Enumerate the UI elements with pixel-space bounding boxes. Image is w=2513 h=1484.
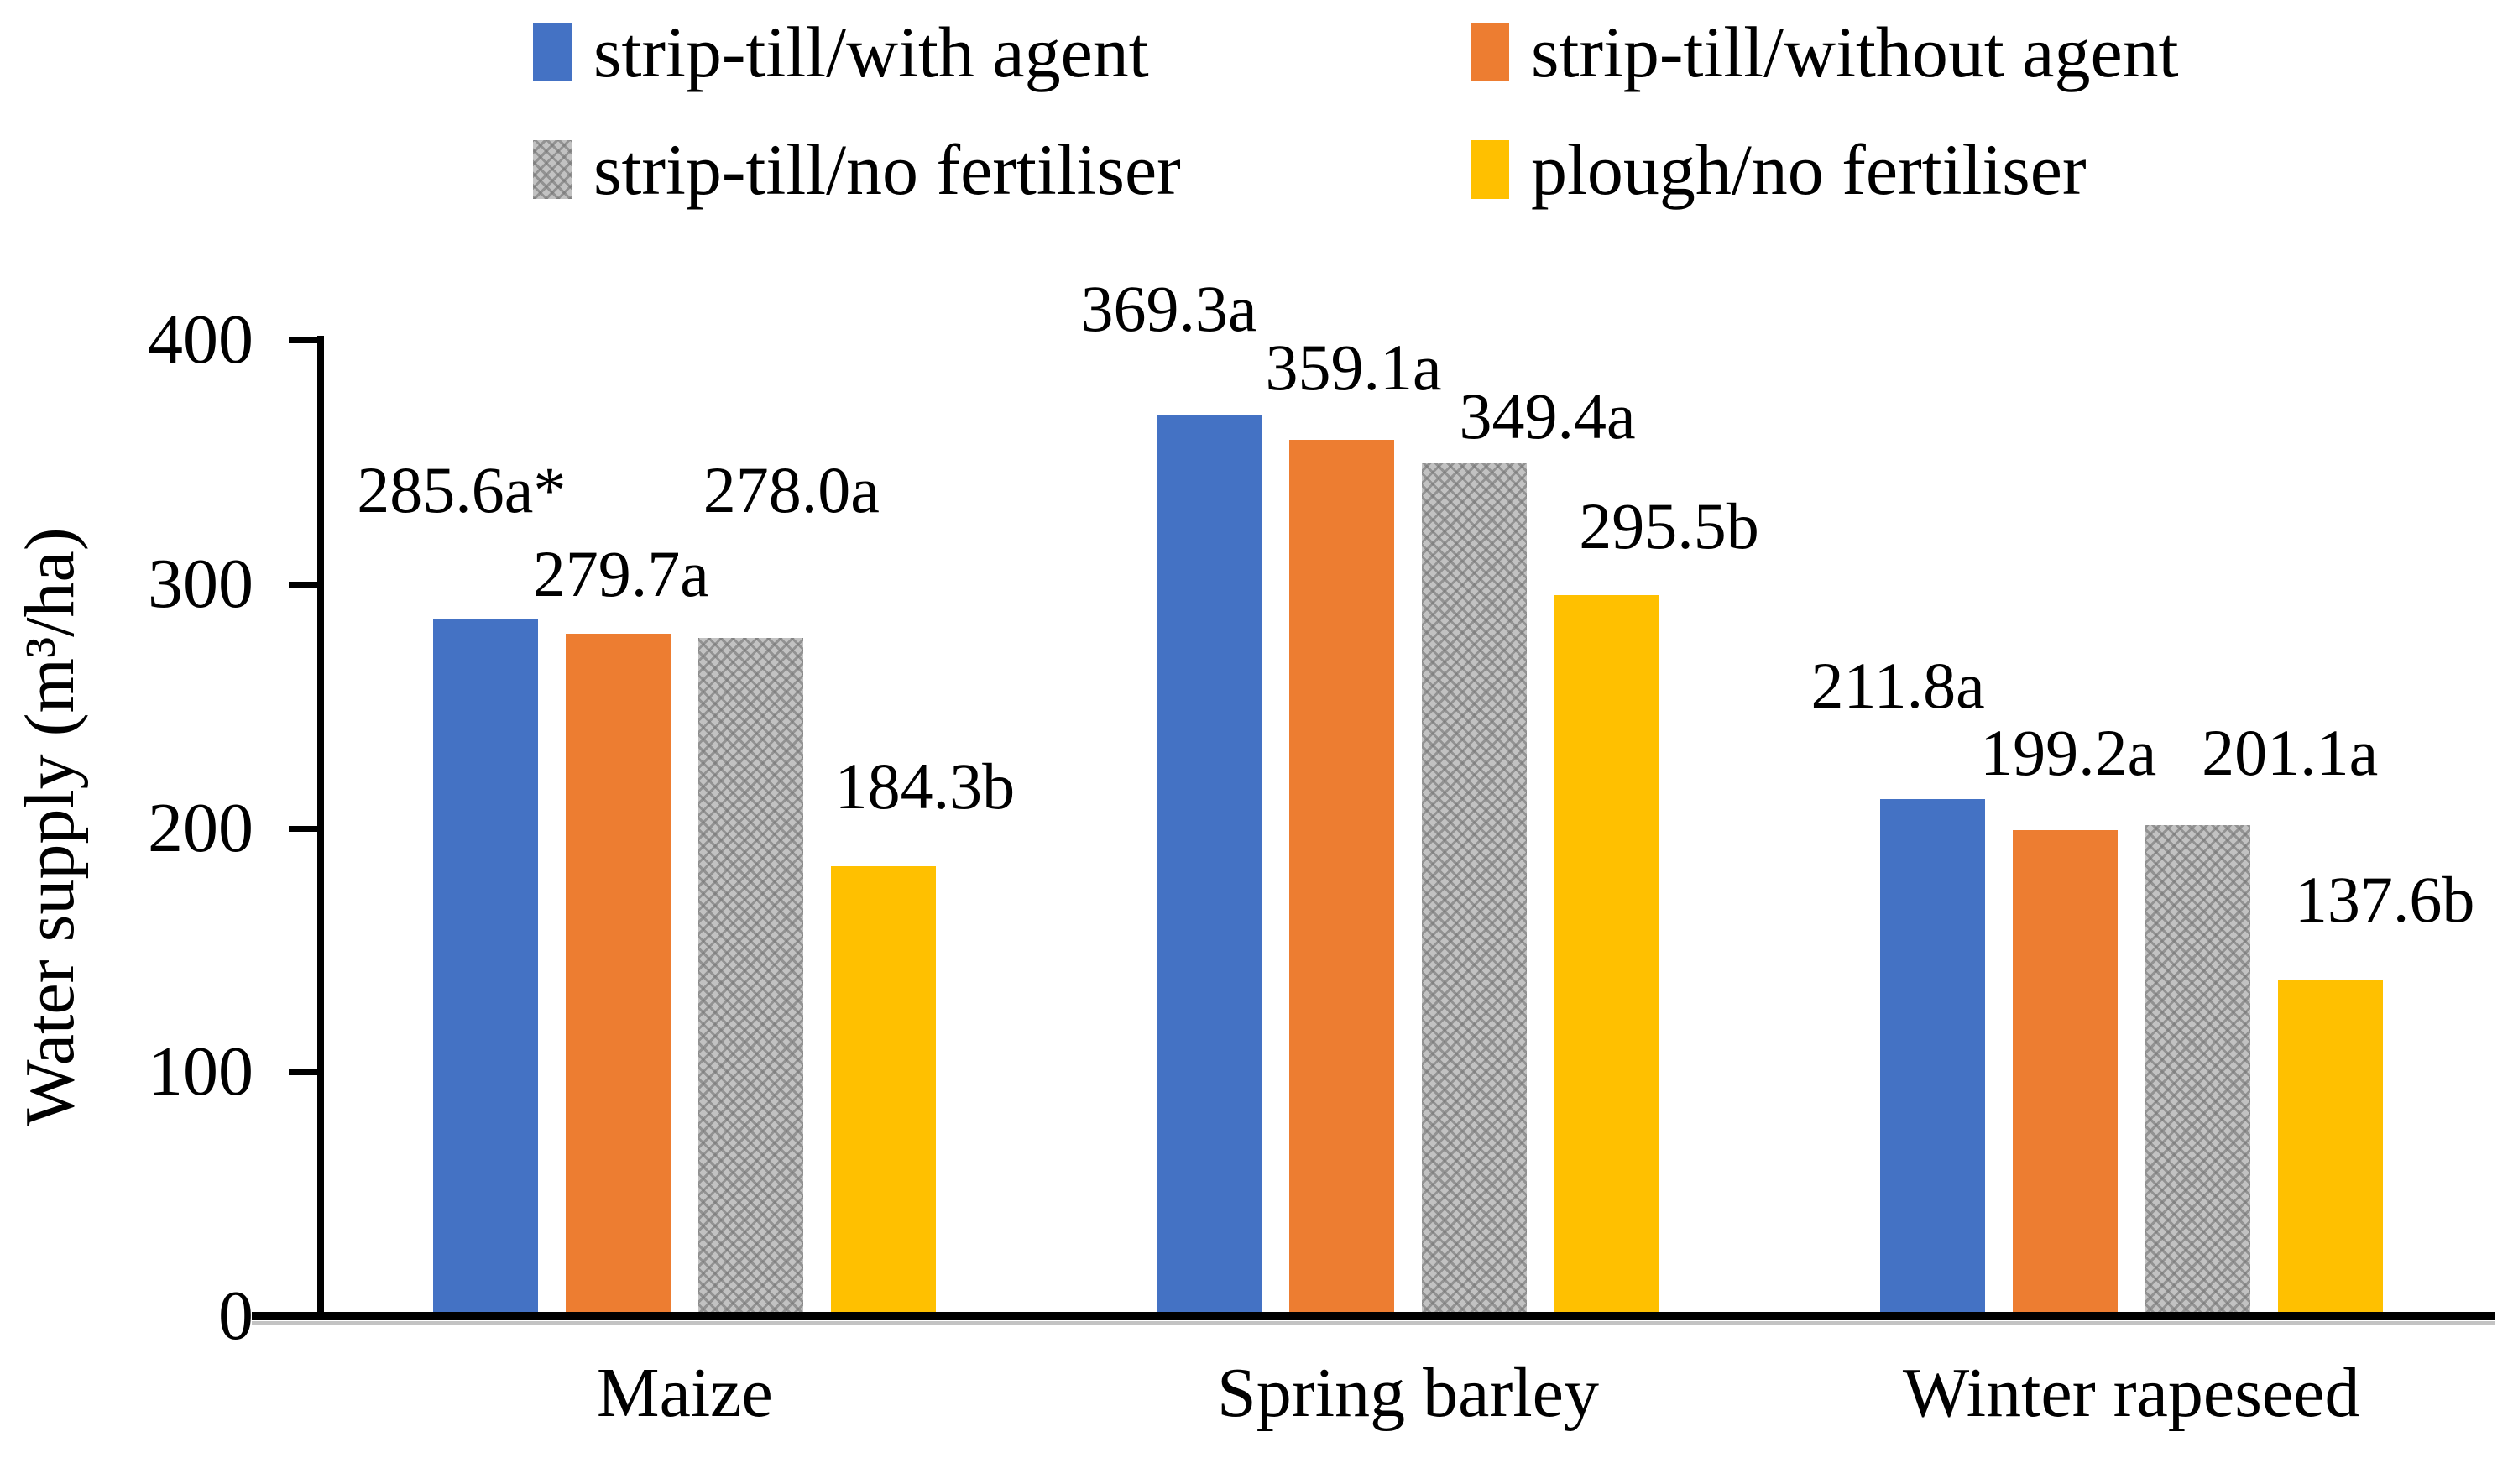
bar-spring-barley-series-1 <box>1289 439 1394 1318</box>
data-label: 369.3a <box>1080 272 1257 346</box>
data-label: 211.8a <box>1810 649 1985 723</box>
bar-maize-series-0 <box>433 619 539 1318</box>
y-axis-tick-label: 0 <box>218 1277 253 1355</box>
bar-winter-rapeseed-series-1 <box>2012 829 2118 1318</box>
data-label: 201.1a <box>2202 716 2379 790</box>
y-axis-tick <box>289 337 324 343</box>
legend-swatch <box>1471 23 1509 81</box>
legend-label: strip-till/without agent <box>1531 12 2179 92</box>
y-axis-tick-label: 300 <box>148 544 253 623</box>
y-axis-tick-label: 400 <box>148 300 253 379</box>
bar-winter-rapeseed-series-0 <box>1879 799 1985 1318</box>
category-label-spring-barley: Spring barley <box>1217 1354 1599 1432</box>
x-axis-line <box>252 1312 2495 1320</box>
legend-item-0: strip-till/with agent <box>533 10 1149 94</box>
data-label: 295.5b <box>1579 489 1759 562</box>
data-label: 285.6a* <box>357 452 567 526</box>
bar-maize-series-1 <box>566 633 671 1318</box>
bar-winter-rapeseed-series-2 <box>2145 825 2250 1318</box>
y-axis-tick-label: 200 <box>148 788 253 867</box>
category-label-winter-rapeseed: Winter rapeseed <box>1902 1354 2360 1432</box>
data-label: 349.4a <box>1459 379 1636 453</box>
legend-item-3: plough/no fertiliser <box>1471 128 2087 212</box>
legend-item-1: strip-till/without agent <box>1471 10 2179 94</box>
y-axis-tick <box>289 825 324 832</box>
y-axis-tick-label: 100 <box>148 1032 253 1111</box>
legend-item-2: strip-till/no fertiliser <box>533 128 1181 212</box>
data-label: 279.7a <box>532 536 709 610</box>
category-label-maize: Maize <box>596 1354 773 1432</box>
data-label: 199.2a <box>1980 715 2157 789</box>
bar-spring-barley-series-2 <box>1422 463 1527 1318</box>
bar-spring-barley-series-0 <box>1157 415 1262 1318</box>
data-label: 359.1a <box>1265 330 1442 404</box>
data-label: 137.6b <box>2294 862 2475 936</box>
x-axis-shadow-line <box>252 1321 2495 1325</box>
legend-label: plough/no fertiliser <box>1531 129 2087 210</box>
y-axis-tick <box>289 581 324 588</box>
data-label: 184.3b <box>834 750 1016 823</box>
legend-label: strip-till/no fertiliser <box>593 129 1181 210</box>
legend-label: strip-till/with agent <box>593 12 1149 92</box>
bar-maize-series-3 <box>831 866 937 1318</box>
data-label: 278.0a <box>703 452 880 526</box>
legend-swatch <box>533 23 572 81</box>
y-axis-tick <box>289 1069 324 1076</box>
bar-maize-series-2 <box>698 637 804 1318</box>
legend-swatch <box>1471 140 1509 199</box>
bar-spring-barley-series-3 <box>1554 594 1659 1318</box>
legend-swatch <box>533 140 572 199</box>
bar-winter-rapeseed-series-3 <box>2277 980 2383 1318</box>
